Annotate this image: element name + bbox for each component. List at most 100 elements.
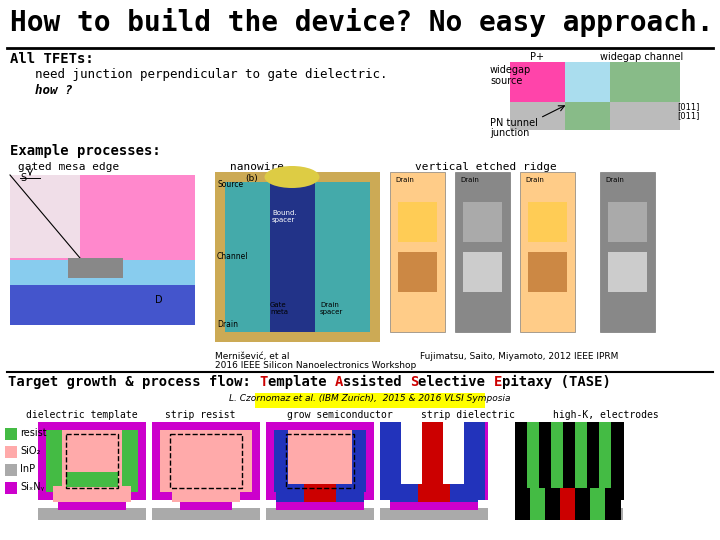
Bar — [590, 488, 606, 520]
Text: how ?: how ? — [35, 84, 73, 97]
Text: D: D — [155, 295, 163, 305]
Text: Mernišević, et al: Mernišević, et al — [215, 352, 289, 361]
Bar — [565, 62, 610, 102]
Text: Source: Source — [217, 180, 243, 189]
Bar — [170, 434, 242, 488]
Bar — [38, 422, 146, 500]
Text: source: source — [490, 76, 523, 86]
Bar — [608, 202, 647, 242]
Text: Fujimatsu, Saito, Miyamoto, 2012 IEEE IPRM: Fujimatsu, Saito, Miyamoto, 2012 IEEE IP… — [420, 352, 618, 361]
Ellipse shape — [264, 166, 320, 188]
Bar — [46, 430, 138, 492]
Bar — [463, 252, 502, 292]
Bar — [610, 102, 680, 130]
Text: S: S — [20, 173, 26, 183]
Bar — [225, 182, 285, 332]
Text: Drain: Drain — [525, 177, 544, 183]
Bar — [276, 484, 304, 502]
Bar — [5, 428, 17, 440]
Text: strip dielectric: strip dielectric — [421, 410, 515, 420]
Bar — [515, 422, 623, 500]
Bar — [380, 422, 488, 500]
Text: S: S — [410, 375, 418, 389]
Bar — [398, 252, 437, 292]
Bar — [539, 422, 552, 500]
Bar — [266, 508, 374, 520]
Bar — [215, 172, 380, 342]
Bar — [545, 488, 561, 520]
Text: How to build the device? No easy approach.: How to build the device? No easy approac… — [10, 8, 714, 37]
Bar — [5, 446, 17, 458]
Bar — [575, 422, 588, 500]
Text: G: G — [88, 270, 96, 280]
Text: SiO₂: SiO₂ — [20, 446, 40, 456]
Bar — [510, 62, 565, 102]
Polygon shape — [10, 175, 80, 258]
Bar — [600, 172, 655, 332]
Bar — [10, 285, 195, 325]
Bar — [599, 422, 612, 500]
Bar — [286, 434, 354, 488]
Bar — [255, 393, 485, 408]
Bar — [520, 172, 575, 332]
Text: SiₓNᵧ: SiₓNᵧ — [20, 482, 44, 492]
Bar — [515, 422, 528, 500]
Bar — [528, 252, 567, 292]
Bar — [510, 102, 565, 130]
Text: elective: elective — [418, 375, 494, 389]
Text: widegap: widegap — [490, 65, 531, 75]
Bar — [10, 175, 195, 260]
Bar — [304, 484, 336, 502]
Bar — [336, 484, 364, 502]
Text: Drain
spacer: Drain spacer — [320, 302, 343, 315]
Bar — [455, 172, 510, 332]
Bar — [38, 508, 146, 520]
Text: widegap channel: widegap channel — [600, 52, 683, 62]
Bar — [515, 508, 623, 520]
Bar — [605, 488, 621, 520]
Bar — [390, 500, 478, 510]
Bar — [565, 102, 610, 130]
Bar — [587, 422, 600, 500]
Text: gated mesa edge: gated mesa edge — [18, 162, 120, 172]
Bar — [53, 486, 131, 502]
Bar — [530, 488, 546, 520]
Bar — [66, 472, 118, 487]
Bar — [563, 422, 576, 500]
Bar — [443, 422, 464, 500]
Bar — [560, 488, 576, 520]
Bar — [610, 62, 680, 102]
Bar — [401, 422, 422, 500]
Text: ssisted: ssisted — [343, 375, 410, 389]
Text: high-K, electrodes: high-K, electrodes — [553, 410, 659, 420]
Text: vertical etched ridge: vertical etched ridge — [415, 162, 557, 172]
Text: Target growth & process flow:: Target growth & process flow: — [8, 375, 259, 389]
Text: Gate
meta: Gate meta — [270, 302, 288, 315]
Bar — [274, 430, 288, 492]
Bar — [180, 500, 232, 510]
Bar — [172, 486, 240, 502]
Text: resist: resist — [20, 428, 47, 438]
Text: junction: junction — [490, 128, 529, 138]
Text: [011]: [011] — [677, 102, 699, 111]
Bar — [515, 488, 531, 520]
Bar — [10, 260, 195, 285]
Bar — [152, 422, 260, 500]
Bar — [266, 422, 374, 500]
Bar — [418, 484, 450, 502]
Bar — [528, 202, 567, 242]
Bar — [5, 482, 17, 494]
Bar — [380, 508, 488, 520]
Bar — [464, 422, 485, 500]
Text: Drain: Drain — [460, 177, 479, 183]
Text: Drain: Drain — [605, 177, 624, 183]
Bar — [66, 434, 118, 488]
Text: [011]: [011] — [677, 111, 699, 120]
Text: dielectric template: dielectric template — [26, 410, 138, 420]
Bar — [398, 202, 437, 242]
Bar — [68, 258, 123, 278]
Text: pitaxy (TASE): pitaxy (TASE) — [502, 375, 611, 389]
Bar — [551, 422, 564, 500]
Text: nanowire: nanowire — [230, 162, 284, 172]
Bar — [122, 430, 138, 492]
